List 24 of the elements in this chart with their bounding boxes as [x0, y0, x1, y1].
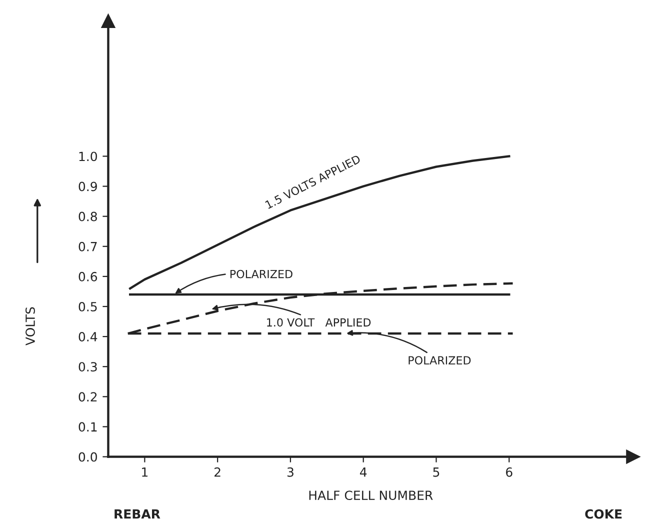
- x-tick-label: 3: [287, 467, 294, 477]
- y-tick-label: 0.3: [78, 362, 97, 372]
- y-tick-label: 0.8: [78, 212, 97, 222]
- annotation: POLARIZED: [230, 270, 292, 278]
- y-tick-label: 0.2: [78, 392, 97, 402]
- y-tick-label: 0.9: [78, 182, 97, 192]
- y-tick-label: 0.4: [78, 332, 98, 342]
- y-tick-label: 0.0: [78, 452, 97, 462]
- x-tick-label: 1: [142, 468, 148, 477]
- x-tick-label: 6: [506, 467, 512, 477]
- y-tick-label: 0.1: [78, 422, 97, 432]
- annotation: 1.0 VOLT APPLIED: [267, 318, 371, 327]
- y-tick-label: 1.0: [79, 152, 97, 162]
- annotation: POLARIZED: [408, 356, 471, 365]
- x-axis-title: HALF CELL NUMBER: [309, 490, 433, 500]
- x-tick-label: 4: [360, 468, 367, 477]
- x-tick-label: 2: [214, 467, 220, 477]
- text: COKE: [585, 509, 622, 519]
- y-tick-label: 0.5: [78, 302, 97, 312]
- y-tick-label: 0.6: [78, 272, 98, 282]
- x-tick-label: 5: [433, 468, 440, 477]
- y-tick-label: 0.7: [78, 242, 97, 252]
- y-axis-title: VOLTS: [26, 307, 35, 346]
- text: REBAR: [114, 509, 160, 519]
